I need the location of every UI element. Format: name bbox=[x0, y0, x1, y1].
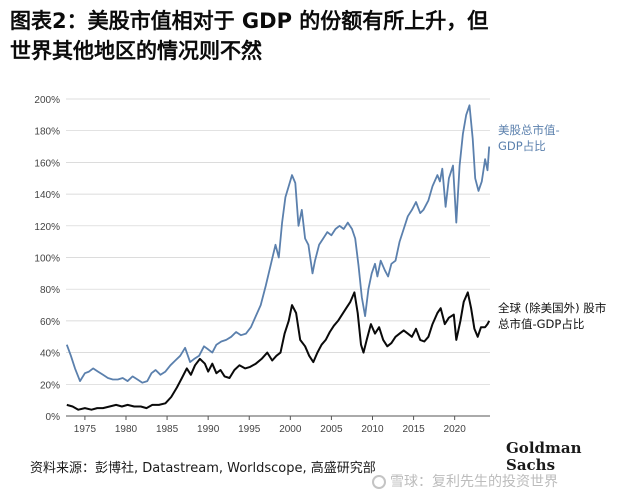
series-label-2-line-1: 全球 (除美国外) 股市 bbox=[498, 301, 606, 315]
y-tick-label-100: 100% bbox=[34, 254, 60, 265]
chart-title-line-2: 世界其他地区的情况则不然 bbox=[10, 39, 262, 63]
x-tick-label-2005: 2005 bbox=[320, 424, 343, 435]
x-tick-label-2010: 2010 bbox=[361, 424, 384, 435]
x-tick-label-1975: 1975 bbox=[74, 424, 97, 435]
series-label-2-line-2: 总市值-GDP占比 bbox=[498, 317, 584, 331]
watermark: 雪球：复利先生的投资世界 bbox=[372, 471, 558, 491]
y-tick-label-160: 160% bbox=[34, 158, 60, 169]
y-tick-label-60: 60% bbox=[40, 317, 60, 328]
y-tick-label-40: 40% bbox=[40, 349, 60, 360]
y-tick-label-120: 120% bbox=[34, 222, 60, 233]
x-tick-label-2020: 2020 bbox=[444, 424, 467, 435]
series-line-world-ex-us-market-cap-to-gdp bbox=[66, 291, 491, 411]
x-tick-label-1990: 1990 bbox=[197, 424, 220, 435]
y-tick-label-180: 180% bbox=[34, 127, 60, 138]
x-tick-label-1980: 1980 bbox=[115, 424, 138, 435]
y-tick-label-0: 0% bbox=[46, 412, 61, 423]
x-tick-label-1995: 1995 bbox=[238, 424, 261, 435]
x-tick-label-2000: 2000 bbox=[279, 424, 302, 435]
series-label-1-line-1: 美股总市值- bbox=[498, 123, 560, 137]
y-tick-label-200: 200% bbox=[34, 95, 60, 106]
logo-line-2: Sachs bbox=[506, 456, 556, 474]
x-tick-label-2015: 2015 bbox=[402, 424, 425, 435]
series-line-us-market-cap-to-gdp bbox=[65, 104, 491, 384]
series-label-1-line-2: GDP占比 bbox=[498, 139, 546, 153]
source-note: 资料来源：彭博社, Datastream, Worldscope, 高盛研究部 bbox=[30, 461, 376, 476]
watermark-text: 雪球：复利先生的投资世界 bbox=[390, 474, 558, 490]
chart-title-line-1: 图表2：美股市值相对于 GDP 的份额有所上升，但 bbox=[10, 9, 489, 33]
logo-line-1: Goldman bbox=[506, 439, 582, 457]
x-tick-label-1985: 1985 bbox=[156, 424, 179, 435]
chart-title: 图表2：美股市值相对于 GDP 的份额有所上升，但 世界其他地区的情况则不然 bbox=[10, 6, 614, 66]
snowball-icon bbox=[372, 475, 386, 489]
goldman-sachs-logo: Goldman Sachs bbox=[506, 440, 582, 474]
y-tick-label-80: 80% bbox=[40, 285, 60, 296]
y-tick-label-20: 20% bbox=[40, 380, 60, 391]
y-tick-label-140: 140% bbox=[34, 190, 60, 201]
